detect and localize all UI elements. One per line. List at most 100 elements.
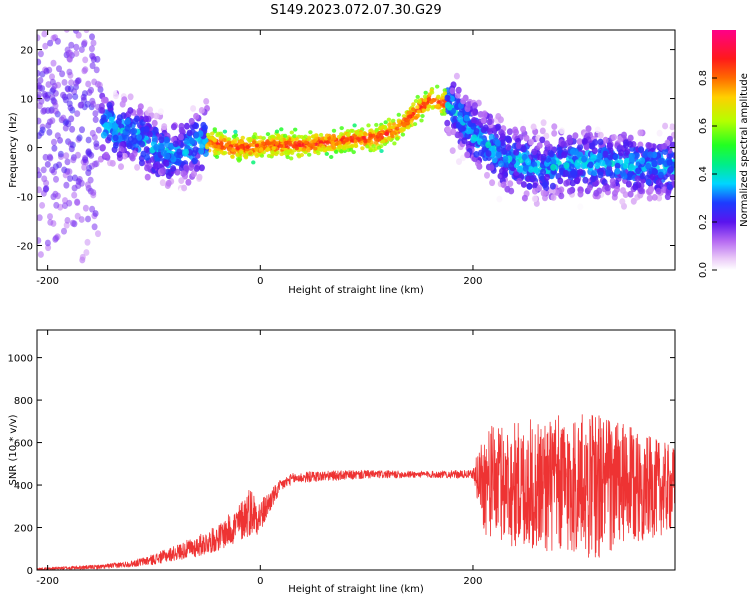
heatmap-cell bbox=[81, 163, 88, 171]
heatmap-cell bbox=[539, 127, 546, 135]
heatmap-cell bbox=[489, 145, 496, 153]
heatmap-cell bbox=[426, 104, 431, 109]
colorbar-gradient bbox=[712, 30, 736, 270]
heatmap-cell bbox=[366, 123, 371, 128]
heatmap-cell bbox=[157, 108, 164, 115]
heatmap-cell bbox=[286, 149, 291, 154]
heatmap-cell bbox=[89, 205, 96, 213]
heatmap-cell bbox=[226, 137, 232, 142]
heatmap-cell bbox=[42, 153, 49, 161]
heatmap-cell bbox=[465, 101, 472, 108]
heatmap-cell bbox=[272, 139, 277, 144]
heatmap-cell bbox=[88, 45, 95, 53]
heatmap-cell bbox=[399, 126, 405, 131]
heatmap-cell bbox=[604, 184, 611, 192]
colorbar-label: Normalized spectral amplitude bbox=[739, 73, 750, 227]
heatmap-cell bbox=[52, 107, 59, 115]
heatmap-cell bbox=[401, 114, 407, 119]
heatmap-cell bbox=[639, 172, 646, 180]
heatmap-cell bbox=[349, 138, 355, 143]
heatmap-cell bbox=[477, 149, 484, 157]
heatmap-cell bbox=[49, 73, 55, 81]
heatmap-cell bbox=[313, 146, 318, 151]
heatmap-cell bbox=[37, 117, 42, 125]
heatmap-cell bbox=[473, 127, 480, 135]
heatmap-cell bbox=[632, 183, 639, 191]
heatmap-cell bbox=[441, 98, 446, 103]
heatmap-cell bbox=[297, 154, 302, 159]
heatmap-cell bbox=[473, 151, 480, 158]
heatmap-cell bbox=[648, 186, 655, 193]
heatmap-cell bbox=[471, 102, 478, 109]
heatmap-cell bbox=[47, 154, 54, 162]
heatmap-cell bbox=[37, 237, 42, 244]
heatmap-cell bbox=[400, 132, 406, 137]
heatmap-cell bbox=[89, 97, 96, 105]
heatmap-cell bbox=[585, 125, 592, 133]
heatmap-cell bbox=[70, 5, 76, 12]
heatmap-cell bbox=[453, 72, 460, 80]
heatmap-cell bbox=[308, 130, 313, 135]
heatmap-cell bbox=[134, 164, 141, 171]
heatmap-cell bbox=[605, 160, 612, 167]
heatmap-cell bbox=[639, 157, 646, 165]
heatmap-cell bbox=[219, 145, 225, 150]
heatmap-cell bbox=[212, 144, 217, 148]
heatmap-cell bbox=[170, 165, 177, 172]
y-tick-label: 1000 bbox=[8, 354, 33, 365]
heatmap-cell bbox=[278, 144, 284, 148]
heatmap-cell bbox=[92, 116, 99, 123]
heatmap-cell bbox=[567, 187, 573, 195]
heatmap-cell bbox=[78, 179, 85, 187]
heatmap-cell bbox=[109, 160, 116, 167]
heatmap-cell bbox=[334, 141, 339, 146]
heatmap-cell bbox=[199, 142, 206, 150]
heatmap-cell bbox=[79, 20, 85, 27]
heatmap-cell bbox=[143, 94, 150, 102]
heatmap-cell bbox=[371, 144, 376, 149]
heatmap-cell bbox=[66, 49, 73, 57]
heatmap-cell bbox=[551, 130, 558, 137]
heatmap-cell bbox=[193, 165, 200, 172]
heatmap-cell bbox=[310, 134, 316, 139]
heatmap-cell bbox=[383, 120, 388, 125]
heatmap-cell bbox=[265, 132, 271, 137]
heatmap-cell bbox=[436, 94, 441, 99]
heatmap-cells bbox=[37, 5, 675, 264]
heatmap-cell bbox=[498, 160, 504, 168]
heatmap-cell bbox=[525, 158, 532, 166]
heatmap-cell bbox=[190, 105, 197, 112]
heatmap-cell bbox=[60, 91, 67, 99]
heatmap-cell bbox=[526, 183, 533, 190]
heatmap-cell bbox=[180, 170, 187, 178]
heatmap-cell bbox=[93, 140, 100, 148]
heatmap-cell bbox=[147, 106, 154, 114]
heatmap-cell bbox=[307, 152, 312, 157]
heatmap-cell bbox=[563, 162, 570, 169]
heatmap-cell bbox=[61, 166, 68, 174]
heatmap-cell bbox=[379, 149, 384, 153]
heatmap-cell bbox=[189, 137, 196, 145]
heatmap-cell bbox=[160, 167, 167, 175]
heatmap-cell bbox=[216, 144, 221, 149]
heatmap-cell bbox=[42, 185, 49, 193]
heatmap-cell bbox=[502, 161, 509, 168]
heatmap-cell bbox=[569, 179, 576, 187]
heatmap-cell bbox=[597, 131, 604, 139]
heatmap-cell bbox=[455, 86, 462, 94]
heatmap-cell bbox=[37, 34, 41, 42]
heatmap-cell bbox=[622, 191, 629, 199]
heatmap-cell bbox=[41, 30, 48, 38]
heatmap-cell bbox=[252, 140, 257, 145]
heatmap-cell bbox=[363, 139, 368, 144]
heatmap-cell bbox=[54, 37, 61, 45]
heatmap-cell bbox=[623, 141, 630, 149]
heatmap-cell bbox=[71, 10, 77, 17]
heatmap-cell bbox=[121, 152, 128, 160]
heatmap-cell bbox=[198, 147, 205, 155]
heatmap-cell bbox=[619, 198, 626, 206]
figure-title: S149.2023.072.07.30.G29 bbox=[270, 3, 441, 18]
heatmap-cell bbox=[540, 119, 547, 127]
heatmap-cell bbox=[568, 163, 575, 171]
x-tick-label: -200 bbox=[36, 576, 59, 587]
